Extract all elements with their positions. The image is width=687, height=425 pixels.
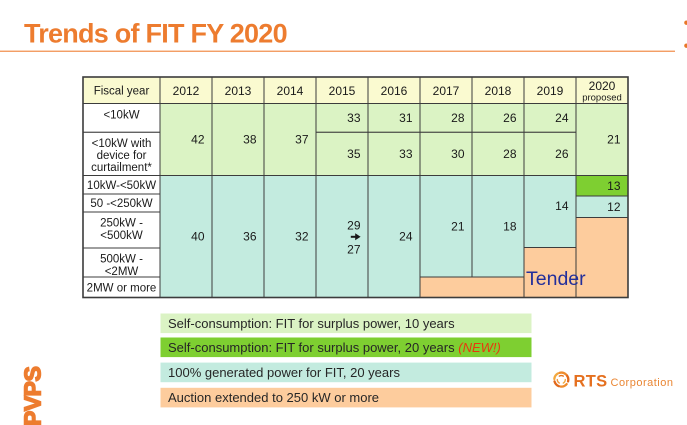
svg-text:<500kW: <500kW <box>100 230 143 242</box>
svg-text:Fiscal year: Fiscal year <box>94 86 150 98</box>
svg-text:36: 36 <box>243 230 257 244</box>
svg-text:device for: device for <box>97 150 147 162</box>
svg-text:Auction extended to 250 kW or: Auction extended to 250 kW or more <box>168 390 379 405</box>
svg-text:42: 42 <box>191 133 205 147</box>
svg-text:12: 12 <box>607 200 621 214</box>
svg-text:2013: 2013 <box>225 84 252 98</box>
svg-text:<10kW: <10kW <box>103 110 139 122</box>
svg-text:14: 14 <box>555 199 569 213</box>
svg-text:33: 33 <box>347 111 361 125</box>
svg-text:<10kW with: <10kW with <box>92 138 152 150</box>
svg-text:Self-consumption: FIT for surp: Self-consumption: FIT for surplus power,… <box>168 316 455 331</box>
svg-text:2017: 2017 <box>433 84 460 98</box>
svg-text:2MW or more: 2MW or more <box>87 283 157 295</box>
svg-text:2018: 2018 <box>485 84 512 98</box>
svg-text:50 -<250kW: 50 -<250kW <box>90 198 152 210</box>
svg-text:10kW-<50kW: 10kW-<50kW <box>87 180 156 192</box>
svg-text:500kW -: 500kW - <box>100 254 143 266</box>
svg-text:RTS: RTS <box>574 373 608 391</box>
svg-text:2012: 2012 <box>173 84 200 98</box>
svg-text:proposed: proposed <box>582 93 622 104</box>
svg-text:2015: 2015 <box>329 84 356 98</box>
svg-text:28: 28 <box>451 111 465 125</box>
svg-text:32: 32 <box>295 230 309 244</box>
svg-text:31: 31 <box>399 111 413 125</box>
svg-text:30: 30 <box>451 147 465 161</box>
svg-text:26: 26 <box>503 111 517 125</box>
svg-text:35: 35 <box>347 147 361 161</box>
svg-text:2016: 2016 <box>381 84 408 98</box>
svg-text:2014: 2014 <box>277 84 304 98</box>
svg-text:40: 40 <box>191 230 205 244</box>
svg-text:26: 26 <box>555 147 569 161</box>
svg-text:18: 18 <box>503 220 517 234</box>
svg-text:21: 21 <box>607 133 621 147</box>
svg-text:38: 38 <box>243 133 257 147</box>
svg-text:PVPS: PVPS <box>19 366 45 425</box>
svg-text:curtailment*: curtailment* <box>91 162 152 174</box>
svg-text:24: 24 <box>555 111 569 125</box>
svg-text:2019: 2019 <box>537 84 564 98</box>
svg-text:37: 37 <box>295 133 309 147</box>
svg-text:33: 33 <box>399 147 413 161</box>
svg-text:21: 21 <box>451 220 465 234</box>
svg-text:100% generated power for FIT,: 100% generated power for FIT, 20 years <box>168 365 400 380</box>
svg-text:27: 27 <box>347 243 361 257</box>
svg-text:29: 29 <box>347 219 361 233</box>
svg-text:250kW -: 250kW - <box>100 218 143 230</box>
svg-text:2020: 2020 <box>589 79 616 93</box>
svg-text:Trends of FIT FY 2020: Trends of FIT FY 2020 <box>24 19 287 49</box>
svg-text:Tender: Tender <box>526 268 586 290</box>
svg-text:Corporation: Corporation <box>611 377 674 389</box>
svg-text:24: 24 <box>399 230 413 244</box>
svg-text:Self-consumption: FIT for surp: Self-consumption: FIT for surplus power,… <box>168 340 501 355</box>
svg-text:13: 13 <box>607 179 621 193</box>
svg-text:<2MW: <2MW <box>105 266 139 278</box>
svg-text:28: 28 <box>503 147 517 161</box>
